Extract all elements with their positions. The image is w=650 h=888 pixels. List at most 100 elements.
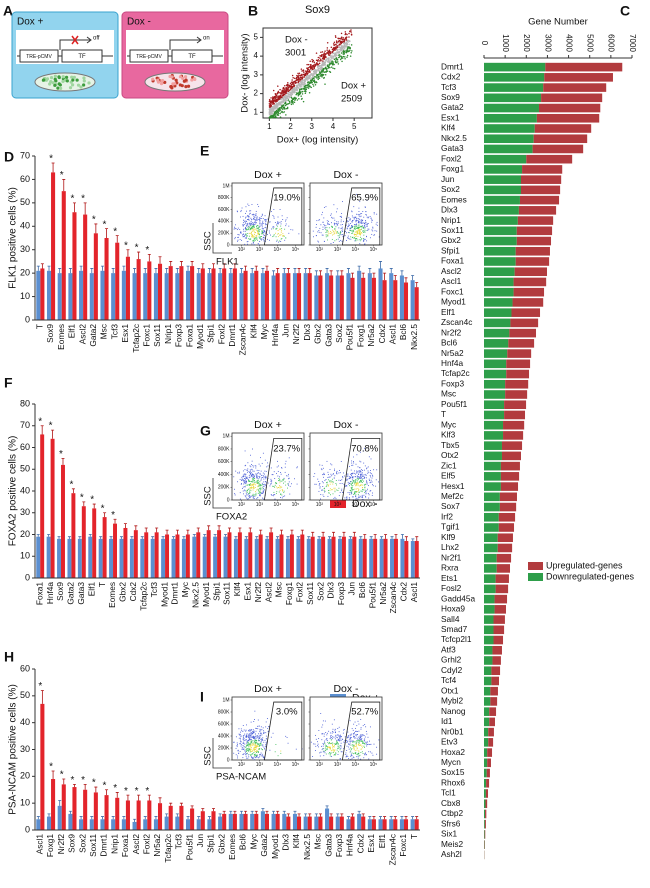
gene-dots [268,44,353,119]
event-dot [266,718,268,720]
event-dot [257,478,259,479]
event-dot [369,237,371,239]
event-dot [332,473,334,475]
x-tick-label: Eomes [107,582,117,608]
event-dot [257,719,259,721]
bar-segment [484,390,506,399]
event-dot [357,476,359,478]
event-dot [373,212,375,214]
gene-dot [321,64,324,67]
event-dot [279,487,281,489]
x-tick-label: Ascl2 [263,582,273,603]
event-dot [244,221,246,223]
x-tick-label: Ascl1 [387,324,397,345]
event-dot [251,227,252,229]
event-dot [237,239,239,241]
bar-segment [484,717,490,727]
bar-segment [498,523,515,532]
event-dot [364,746,365,748]
x-tick-label: 5000 [586,34,595,52]
event-dot [363,238,365,239]
event-dot [349,492,351,494]
event-dot [252,756,254,758]
event-dot [285,223,287,225]
cell [42,78,46,82]
event-dot [317,478,319,480]
y-tick-label: 50 [20,197,30,207]
bar [250,813,255,830]
event-dot [253,747,255,749]
event-dot [251,222,253,224]
event-dot [242,742,244,744]
gene-dot [297,81,300,83]
bar-segment [484,206,519,215]
event-dot [246,724,247,726]
y-tick-label: 1 [254,107,259,116]
event-dot [252,736,254,738]
event-dot [355,225,357,227]
event-dot [247,233,249,234]
event-dot [262,231,264,233]
event-dot [294,478,295,480]
event-dot [360,475,362,477]
gene-dot [307,63,310,66]
event-dot [345,217,347,219]
event-dot [259,495,261,496]
event-dot [345,756,347,758]
bar-segment [484,328,510,338]
error-bar [40,263,44,269]
event-dot [351,476,353,478]
event-dot [346,485,348,487]
bar-segment [484,103,539,113]
event-dot [240,735,242,737]
cell [181,76,185,80]
x-tick-label: 10⁴ [352,247,360,253]
event-dot [356,497,358,499]
event-dot [336,208,338,210]
event-dot [237,236,239,238]
event-dot [245,212,246,214]
event-dot [349,224,350,226]
event-dot [359,476,360,478]
bar [329,275,334,320]
event-dot [273,494,275,495]
event-dot [360,738,362,740]
x-tick-label: Nr2f2 [291,324,301,345]
event-dot [327,234,329,236]
event-dot [322,229,324,230]
x-tick-label: Tcfap2c [163,834,173,863]
event-dot [252,489,254,491]
event-dot [257,473,259,474]
event-dot [334,496,336,498]
event-dot [283,482,284,484]
event-dot [317,231,319,233]
event-dot [245,736,247,738]
event-dot [354,745,356,747]
event-dot [266,238,268,240]
bar [111,819,116,830]
event-dot [259,240,261,242]
event-dot [341,234,343,235]
gene-dot [335,40,338,42]
gene-dot [276,107,278,109]
error-bar [415,536,419,542]
gene-dot [317,69,320,72]
gene-dot [299,87,301,89]
event-dot [261,486,263,488]
event-dot [263,485,265,487]
event-dot [257,482,259,484]
gene-dot [292,103,294,105]
cell [173,82,177,86]
error-bar [325,805,329,809]
bar-segment [484,441,502,450]
event-dot [255,481,257,483]
event-dot [347,225,349,227]
event-dot [334,475,336,477]
event-dot [328,479,329,481]
gene-dot [311,76,313,79]
bar [264,270,269,320]
event-dot [354,234,356,235]
event-dot [352,744,354,746]
error-bar [47,265,51,271]
event-dot [355,238,357,240]
